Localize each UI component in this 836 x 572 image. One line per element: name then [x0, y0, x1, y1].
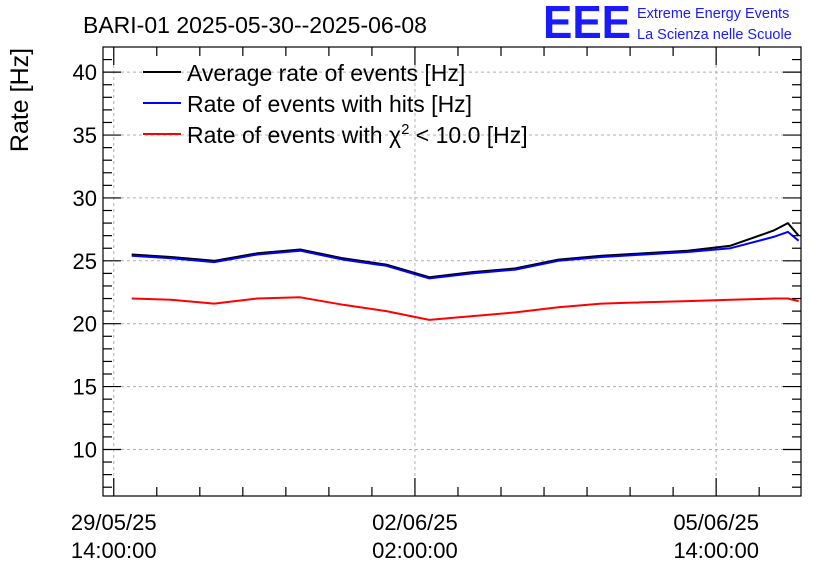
- x-tick-label-date: 02/06/25: [372, 510, 458, 535]
- y-tick-labels: 10 15 20 25 30 35 40: [73, 60, 97, 462]
- series-line-3: [131, 296, 799, 321]
- y-tick-label: 25: [73, 249, 97, 274]
- axis-ticks: [103, 47, 801, 496]
- logo-text: EEE: [543, 0, 631, 48]
- series-line-1: [131, 222, 800, 279]
- x-tick-label-date: 29/05/25: [71, 510, 157, 535]
- legend: Average rate of events [Hz] Rate of event…: [143, 60, 528, 148]
- y-tick-label: 10: [73, 437, 97, 462]
- plot-frame: [102, 46, 802, 497]
- legend-label: Rate of events with χ2 < 10.0 [Hz]: [187, 121, 528, 148]
- x-tick-labels: 29/05/25 14:00:00 02/06/25 02:00:00 05/06/25…: [71, 510, 759, 563]
- x-tick-label-date: 05/06/25: [673, 510, 759, 535]
- y-tick-label: 40: [73, 60, 97, 85]
- legend-label: Average rate of events [Hz]: [187, 60, 465, 86]
- logo-subtitle-2: La Scienza nelle Scuole: [637, 27, 792, 43]
- logo-subtitle-1: Extreme Energy Events: [637, 6, 789, 22]
- y-tick-label: 30: [73, 186, 97, 211]
- y-tick-label: 15: [73, 375, 97, 400]
- series-line-2: [131, 230, 800, 280]
- y-tick-label: 35: [73, 123, 97, 148]
- x-tick-label-time: 14:00:00: [673, 538, 759, 563]
- chart-title: BARI-01 2025-05-30--2025-06-08: [83, 12, 427, 38]
- plot-series: [131, 222, 800, 321]
- eee-logo: EEE Extreme Energy Events La Scienza nel…: [543, 0, 792, 48]
- y-tick-label: 20: [73, 312, 97, 337]
- y-axis-title: Rate [Hz]: [6, 48, 34, 152]
- legend-label: Rate of events with hits [Hz]: [187, 91, 472, 117]
- x-tick-label-time: 02:00:00: [372, 538, 458, 563]
- x-tick-label-time: 14:00:00: [71, 538, 157, 563]
